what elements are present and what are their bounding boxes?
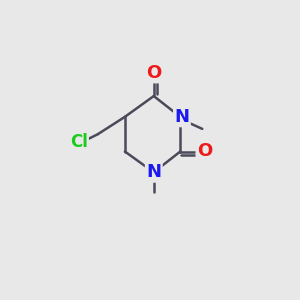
Text: N: N bbox=[174, 108, 189, 126]
Text: N: N bbox=[146, 163, 161, 181]
Text: O: O bbox=[146, 64, 161, 82]
Text: Cl: Cl bbox=[70, 133, 88, 151]
Text: O: O bbox=[197, 142, 212, 160]
